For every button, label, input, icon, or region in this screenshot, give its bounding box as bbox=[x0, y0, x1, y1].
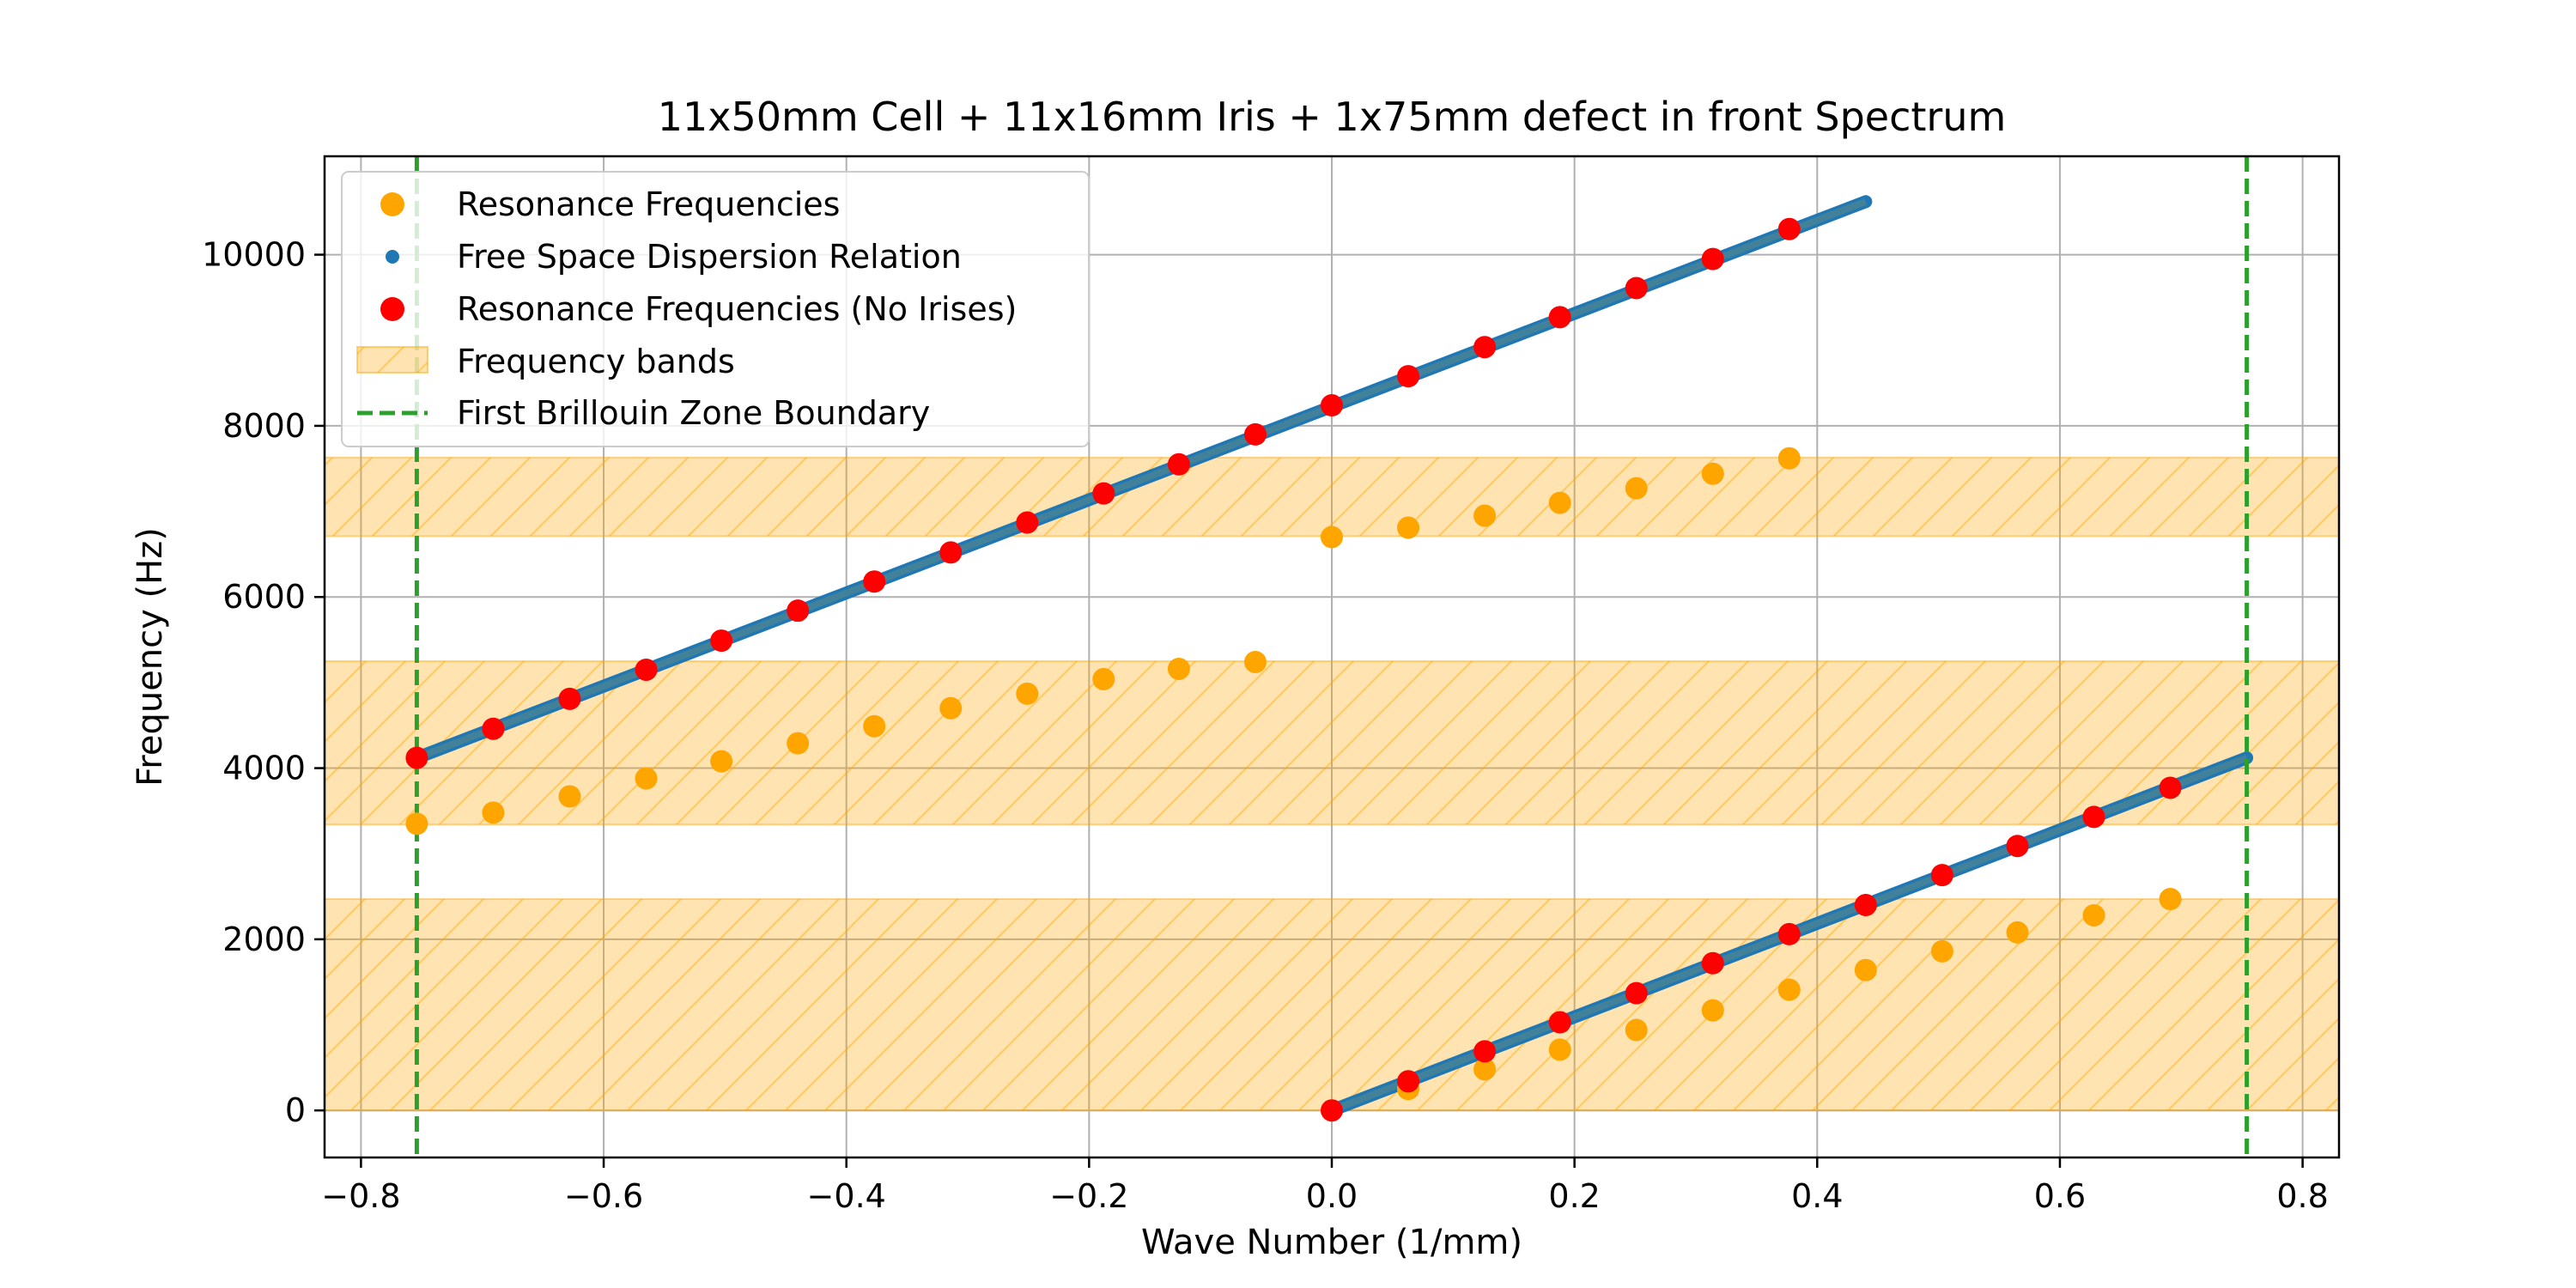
resonance-point bbox=[2082, 903, 2105, 927]
legend-frame bbox=[341, 171, 1090, 447]
frequency-band-hatch bbox=[325, 899, 2339, 1111]
resonance-point bbox=[2159, 888, 2182, 911]
x-tick-label: −0.8 bbox=[321, 1177, 400, 1215]
x-axis-label: Wave Number (1/mm) bbox=[1141, 1223, 1522, 1262]
legend-marker-resonance bbox=[380, 192, 404, 216]
x-tick-label: 0.0 bbox=[1306, 1177, 1358, 1215]
no-iris-point bbox=[1777, 922, 1801, 945]
x-tick-label: −0.6 bbox=[564, 1177, 643, 1215]
frequency-bands bbox=[325, 456, 2339, 1112]
no-iris-point bbox=[1016, 511, 1039, 534]
no-iris-point bbox=[405, 746, 428, 769]
resonance-point bbox=[1473, 1058, 1497, 1081]
no-iris-point bbox=[1243, 422, 1267, 446]
resonance-point bbox=[1321, 526, 1343, 549]
no-iris-point bbox=[1473, 336, 1497, 359]
resonance-point bbox=[1930, 939, 1953, 963]
legend-label-resonance: Resonance Frequencies bbox=[457, 185, 840, 223]
no-iris-point bbox=[1854, 894, 1877, 917]
x-tick-label: 0.6 bbox=[2034, 1177, 2086, 1215]
legend-label-free-space: Free Space Dispersion Relation bbox=[457, 238, 962, 276]
no-iris-point bbox=[939, 541, 963, 564]
resonance-point bbox=[1167, 657, 1190, 680]
y-tick-label: 0 bbox=[285, 1091, 306, 1129]
no-iris-point bbox=[2082, 805, 2105, 829]
legend-label-no-irises: Resonance Frequencies (No Irises) bbox=[457, 290, 1017, 328]
no-iris-point bbox=[1321, 394, 1343, 417]
no-iris-point bbox=[1777, 217, 1801, 240]
legend-marker-band-hatch bbox=[357, 347, 428, 373]
resonance-point bbox=[558, 785, 581, 808]
y-tick-label: 4000 bbox=[222, 750, 306, 787]
no-iris-point bbox=[1167, 453, 1190, 476]
resonance-point bbox=[1625, 477, 1648, 500]
resonance-point bbox=[1777, 447, 1801, 470]
no-iris-point bbox=[863, 570, 886, 593]
resonance-point bbox=[939, 696, 963, 720]
x-tick-label: −0.4 bbox=[807, 1177, 886, 1215]
y-axis-label: Frequency (Hz) bbox=[131, 527, 170, 787]
no-iris-point bbox=[2006, 835, 2029, 858]
legend-marker-no-irises bbox=[380, 297, 404, 321]
resonance-point bbox=[1092, 667, 1115, 690]
resonance-point bbox=[1548, 1038, 1571, 1061]
chart-title: 11x50mm Cell + 11x16mm Iris + 1x75mm def… bbox=[658, 94, 2007, 140]
x-tick-label: 0.4 bbox=[1791, 1177, 1843, 1215]
resonance-point bbox=[863, 714, 886, 738]
no-iris-point bbox=[1321, 1099, 1343, 1122]
no-iris-point bbox=[1548, 1011, 1571, 1034]
data-points bbox=[405, 217, 2182, 1122]
no-iris-point bbox=[1548, 306, 1571, 329]
no-iris-point bbox=[787, 599, 810, 623]
resonance-point bbox=[1243, 650, 1267, 673]
resonance-point bbox=[1548, 491, 1571, 514]
y-axis-ticks: 0 2000 4000 6000 8000 10000 bbox=[202, 236, 325, 1129]
legend-label-band: Frequency bands bbox=[457, 343, 735, 380]
free-space-dispersion-line bbox=[410, 195, 1873, 765]
resonance-point bbox=[1701, 999, 1724, 1022]
no-iris-point bbox=[1397, 365, 1420, 388]
frequency-band-hatch bbox=[325, 660, 2339, 825]
resonance-point bbox=[787, 732, 810, 755]
frequency-band-hatch bbox=[325, 457, 2339, 537]
no-iris-point bbox=[1930, 864, 1953, 887]
y-tick-label: 10000 bbox=[202, 236, 306, 274]
no-iris-point bbox=[1701, 247, 1724, 270]
resonance-point bbox=[1854, 958, 1877, 981]
resonance-point bbox=[635, 767, 658, 790]
no-iris-point bbox=[558, 687, 581, 710]
resonance-point bbox=[1777, 978, 1801, 1001]
no-iris-point bbox=[635, 658, 658, 681]
x-tick-label: 0.8 bbox=[2276, 1177, 2328, 1215]
resonance-point bbox=[482, 801, 505, 824]
resonance-point bbox=[1016, 682, 1039, 705]
x-axis-ticks: −0.8 −0.6 −0.4 −0.2 0.0 0.2 0.4 0.6 0.8 bbox=[321, 1157, 2329, 1215]
y-tick-label: 6000 bbox=[222, 578, 306, 616]
legend-marker-free-space bbox=[386, 250, 399, 264]
no-iris-point bbox=[1701, 951, 1724, 975]
resonance-point bbox=[1397, 516, 1420, 539]
legend: Resonance Frequencies Free Space Dispers… bbox=[341, 171, 1090, 447]
no-iris-point bbox=[710, 629, 733, 653]
y-tick-label: 8000 bbox=[222, 407, 306, 445]
free-space-overlay-line bbox=[415, 198, 1868, 762]
y-tick-label: 2000 bbox=[222, 920, 306, 958]
x-tick-label: −0.2 bbox=[1049, 1177, 1128, 1215]
no-iris-point bbox=[1397, 1070, 1420, 1093]
resonance-point bbox=[405, 812, 428, 835]
resonance-point bbox=[710, 750, 733, 773]
resonance-point bbox=[1625, 1018, 1648, 1042]
x-tick-label: 0.2 bbox=[1548, 1177, 1600, 1215]
no-iris-point bbox=[482, 717, 505, 740]
resonance-point bbox=[1701, 462, 1724, 485]
no-iris-point bbox=[1625, 276, 1648, 300]
resonance-point bbox=[2006, 920, 2029, 944]
no-iris-point bbox=[2159, 776, 2182, 799]
no-iris-point bbox=[1625, 981, 1648, 1005]
no-iris-point bbox=[1092, 482, 1115, 505]
resonance-point bbox=[1473, 504, 1497, 527]
no-iris-point bbox=[1473, 1040, 1497, 1063]
legend-label-boundary: First Brillouin Zone Boundary bbox=[457, 394, 930, 432]
